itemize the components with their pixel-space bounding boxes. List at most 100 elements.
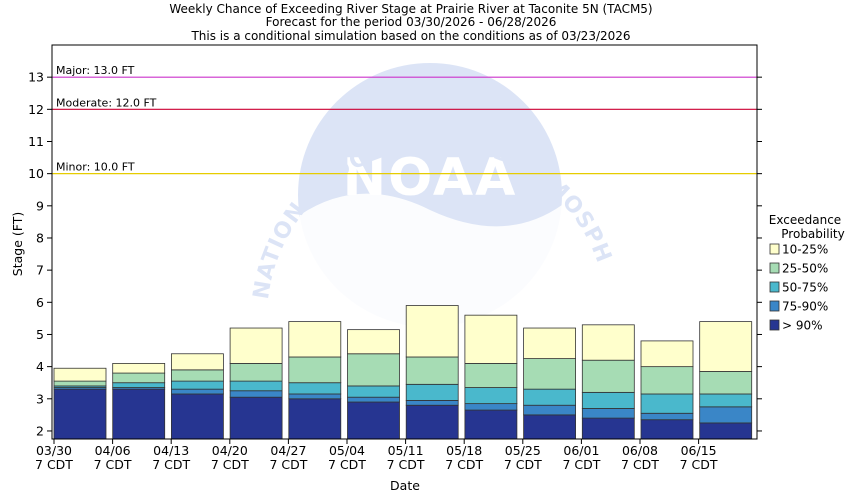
bar-segment-2-week-7 bbox=[405, 400, 459, 406]
bar-segment-5-week-1 bbox=[53, 367, 107, 382]
bar-segment-1-week-9 bbox=[523, 414, 576, 440]
legend-swatch-1 bbox=[769, 243, 780, 255]
legend-title-line-2: Probability bbox=[781, 227, 844, 241]
bar-segment-1-week-10 bbox=[581, 417, 635, 440]
bar-segment-1-week-2 bbox=[112, 388, 166, 440]
x-tick-label-time-8: 7 CDT bbox=[445, 457, 483, 472]
bar-segment-4-week-10 bbox=[581, 359, 635, 393]
x-tick-label-date-1: 03/30 bbox=[36, 443, 72, 458]
x-tick-label-date-6: 05/04 bbox=[329, 443, 365, 458]
legend-swatch-2 bbox=[769, 262, 780, 274]
bar-segment-5-week-3 bbox=[170, 353, 224, 371]
legend-label-3: 50-75% bbox=[782, 281, 828, 295]
bar-segment-2-week-12 bbox=[699, 406, 753, 424]
x-tick-label-time-1: 7 CDT bbox=[35, 457, 73, 472]
chart-title-line-1: Weekly Chance of Exceeding River Stage a… bbox=[169, 2, 652, 16]
x-tick-label-date-2: 04/06 bbox=[95, 443, 131, 458]
legend-label-4: 75-90% bbox=[782, 300, 828, 314]
bar-segment-3-week-5 bbox=[288, 382, 342, 395]
x-tick-label-date-11: 06/08 bbox=[622, 443, 658, 458]
plot-area bbox=[53, 305, 753, 440]
x-tick-label-time-7: 7 CDT bbox=[387, 457, 425, 472]
y-tick-label-6: 7 bbox=[36, 263, 44, 278]
x-tick-label-time-3: 7 CDT bbox=[152, 457, 190, 472]
legend-label-5: > 90% bbox=[782, 319, 823, 333]
bar-segment-1-week-7 bbox=[405, 404, 459, 440]
y-tick-label-4: 5 bbox=[36, 327, 44, 342]
bar-segment-3-week-10 bbox=[581, 391, 635, 409]
bar-segment-5-week-10 bbox=[581, 324, 635, 361]
y-tick-label-8: 9 bbox=[36, 198, 44, 213]
bar-segment-1-week-5 bbox=[288, 398, 342, 440]
chart-titles: Weekly Chance of Exceeding River Stage a… bbox=[169, 2, 652, 43]
y-tick-label-3: 4 bbox=[36, 359, 44, 374]
bar-segment-3-week-3 bbox=[170, 380, 224, 390]
bar-segment-3-week-4 bbox=[229, 380, 283, 392]
bar-segment-5-week-9 bbox=[523, 327, 576, 359]
legend-swatch-5 bbox=[769, 319, 780, 331]
x-tick-label-date-7: 05/11 bbox=[388, 443, 424, 458]
x-tick-label-time-9: 7 CDT bbox=[504, 457, 542, 472]
y-tick-label-10: 11 bbox=[28, 134, 44, 149]
chart-title-line-2: Forecast for the period 03/30/2026 - 06/… bbox=[266, 15, 557, 29]
bar-segment-3-week-6 bbox=[347, 385, 400, 398]
bar-segment-1-week-1 bbox=[53, 388, 107, 440]
svg-text:NOAA: NOAA bbox=[343, 148, 518, 208]
legend-label-2: 25-50% bbox=[782, 262, 828, 276]
x-tick-label-date-8: 05/18 bbox=[446, 443, 482, 458]
bar-segment-4-week-11 bbox=[640, 366, 694, 395]
bar-segment-2-week-8 bbox=[464, 403, 518, 411]
x-tick-label-date-3: 04/13 bbox=[153, 443, 189, 458]
bar-segment-2-week-6 bbox=[347, 396, 400, 403]
bar-segment-1-week-3 bbox=[170, 393, 224, 440]
bar-segment-4-week-6 bbox=[347, 353, 400, 387]
bar-segment-2-week-9 bbox=[523, 404, 576, 416]
bar-segment-5-week-12 bbox=[699, 321, 753, 372]
threshold-label-3: Minor: 10.0 FT bbox=[56, 161, 135, 174]
bar-segment-3-week-9 bbox=[523, 388, 576, 406]
threshold-label-2: Moderate: 12.0 FT bbox=[56, 96, 157, 109]
x-tick-label-time-12: 7 CDT bbox=[680, 457, 718, 472]
bar-segment-4-week-9 bbox=[523, 358, 576, 390]
legend: Exceedance Probability 10-25% 25-50% 50-75… bbox=[769, 213, 845, 333]
bar-segment-4-week-2 bbox=[112, 372, 166, 384]
y-axis-title: Stage (FT) bbox=[10, 212, 25, 276]
y-tick-label-11: 12 bbox=[28, 102, 44, 117]
x-tick-label-date-4: 04/20 bbox=[212, 443, 248, 458]
y-tick-label-5: 6 bbox=[36, 295, 44, 310]
x-tick-label-time-5: 7 CDT bbox=[269, 457, 307, 472]
bar-segment-1-week-11 bbox=[640, 419, 694, 440]
y-tick-label-12: 13 bbox=[28, 70, 44, 85]
x-tick-label-time-2: 7 CDT bbox=[94, 457, 132, 472]
bar-segment-2-week-5 bbox=[288, 393, 342, 400]
bar-segment-1-week-6 bbox=[347, 401, 400, 440]
bar-segment-5-week-8 bbox=[464, 314, 518, 364]
bar-segment-5-week-6 bbox=[347, 329, 400, 355]
x-tick-label-date-5: 04/27 bbox=[270, 443, 306, 458]
bar-segment-3-week-8 bbox=[464, 387, 518, 405]
bar-segment-4-week-5 bbox=[288, 356, 342, 384]
bar-segment-2-week-11 bbox=[640, 412, 694, 421]
bar-segment-2-week-10 bbox=[581, 408, 635, 419]
legend-title-line-1: Exceedance bbox=[769, 213, 841, 227]
bar-segment-4-week-8 bbox=[464, 363, 518, 388]
x-tick-label-date-10: 06/01 bbox=[563, 443, 599, 458]
bar-segment-3-week-12 bbox=[699, 393, 753, 408]
bar-segment-3-week-11 bbox=[640, 393, 694, 414]
x-tick-label-time-11: 7 CDT bbox=[621, 457, 659, 472]
chart-title-line-3: This is a conditional simulation based o… bbox=[190, 29, 630, 43]
bar-segment-3-week-7 bbox=[405, 383, 459, 401]
bar-segment-5-week-5 bbox=[288, 321, 342, 358]
x-tick-label-date-12: 06/15 bbox=[681, 443, 717, 458]
legend-swatch-3 bbox=[769, 281, 780, 293]
y-tick-label-1: 2 bbox=[36, 423, 44, 438]
y-tick-label-2: 3 bbox=[36, 391, 44, 406]
bar-segment-1-week-8 bbox=[464, 409, 518, 440]
legend-label-1: 10-25% bbox=[782, 243, 828, 257]
bar-segment-5-week-4 bbox=[229, 327, 283, 364]
bar-segment-4-week-4 bbox=[229, 363, 283, 382]
bar-segment-4-week-12 bbox=[699, 371, 753, 395]
